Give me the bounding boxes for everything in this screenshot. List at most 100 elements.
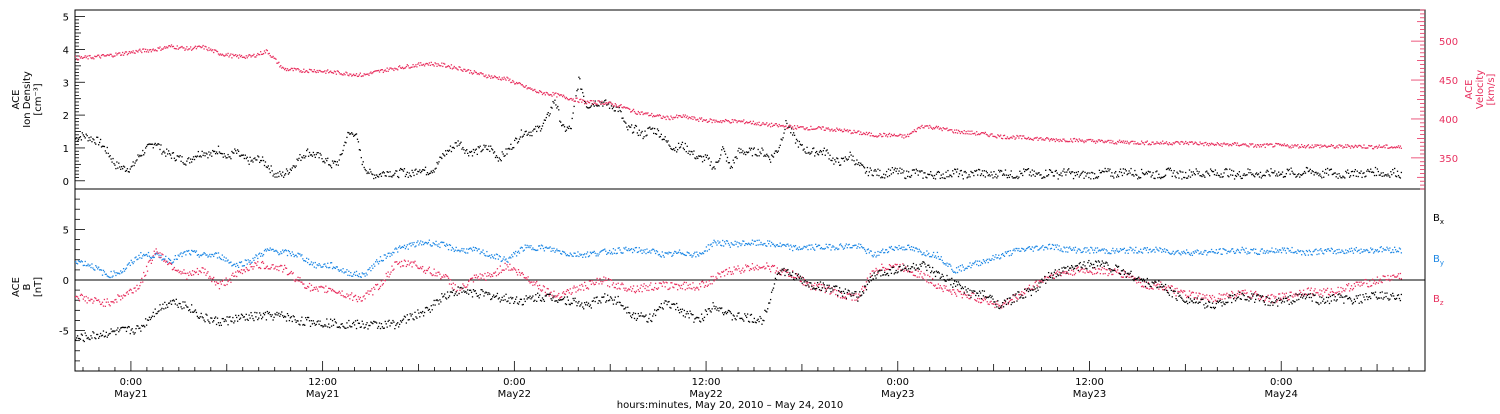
velocity-point xyxy=(638,111,639,112)
velocity-point xyxy=(159,46,160,47)
velocity-point xyxy=(339,72,340,73)
velocity-point xyxy=(298,69,299,70)
by-point xyxy=(132,262,133,263)
velocity-point xyxy=(785,125,786,126)
density-point xyxy=(794,135,795,136)
density-point xyxy=(878,175,879,176)
velocity-point xyxy=(607,103,608,104)
bz-point xyxy=(640,288,641,289)
by-point xyxy=(934,257,935,258)
density-point xyxy=(427,172,428,173)
velocity-point xyxy=(566,97,567,98)
density-point xyxy=(1273,172,1274,173)
bz-point xyxy=(642,291,643,292)
velocity-point xyxy=(904,134,905,135)
density-point xyxy=(551,107,552,108)
velocity-point xyxy=(1196,142,1197,143)
density-point xyxy=(816,151,817,152)
velocity-point xyxy=(513,81,514,82)
velocity-point xyxy=(1377,148,1378,149)
bz-point xyxy=(260,268,261,269)
density-point xyxy=(1062,171,1063,172)
by-point xyxy=(768,243,769,244)
by-point xyxy=(514,253,515,254)
velocity-point xyxy=(229,55,230,56)
by-point xyxy=(364,275,365,276)
x-tick-time: 0:00 xyxy=(887,377,909,388)
by-point xyxy=(179,255,180,256)
bz-point xyxy=(166,261,167,262)
density-point xyxy=(1022,175,1023,176)
density-point xyxy=(420,172,421,173)
density-point xyxy=(193,156,194,157)
density-point xyxy=(468,155,469,156)
bz-point xyxy=(276,269,277,270)
bz-point xyxy=(270,268,271,269)
density-point xyxy=(315,157,316,158)
density-point xyxy=(1378,171,1379,172)
density-point xyxy=(1188,175,1189,176)
velocity-point xyxy=(1363,144,1364,145)
velocity-point xyxy=(196,48,197,49)
density-point xyxy=(229,156,230,157)
bz-point xyxy=(78,298,79,299)
density-point xyxy=(626,126,627,127)
velocity-point xyxy=(1099,139,1100,140)
density-point xyxy=(231,151,232,152)
velocity-point xyxy=(228,56,229,57)
bz-point xyxy=(154,251,155,252)
density-point xyxy=(1192,174,1193,175)
by-point xyxy=(196,250,197,251)
density-point xyxy=(339,159,340,160)
bz-point xyxy=(421,268,422,269)
density-point xyxy=(889,175,890,176)
density-point xyxy=(871,170,872,171)
velocity-point xyxy=(765,124,766,125)
density-point xyxy=(823,150,824,151)
bz-point xyxy=(120,299,121,300)
velocity-point xyxy=(143,48,144,49)
density-point xyxy=(704,160,705,161)
by-point xyxy=(1373,252,1374,253)
bz-point xyxy=(373,287,374,288)
by-point xyxy=(657,251,658,252)
bz-point xyxy=(231,275,232,276)
by-point xyxy=(605,251,606,252)
by-point xyxy=(873,254,874,255)
velocity-point xyxy=(794,125,795,126)
by-point xyxy=(1139,251,1140,252)
bz-point xyxy=(162,254,163,255)
bz-point xyxy=(187,273,188,274)
by-point xyxy=(625,247,626,248)
density-point xyxy=(1009,177,1010,178)
density-point xyxy=(302,157,303,158)
velocity-point xyxy=(942,130,943,131)
by-point xyxy=(634,250,635,251)
bz-point xyxy=(609,286,610,287)
by-point xyxy=(1262,248,1263,249)
by-point xyxy=(707,250,708,251)
velocity-point xyxy=(1274,145,1275,146)
density-point xyxy=(164,152,165,153)
density-point xyxy=(1175,177,1176,178)
density-point xyxy=(1067,169,1068,170)
by-point xyxy=(170,260,171,261)
density-point xyxy=(1359,173,1360,174)
density-point xyxy=(1137,178,1138,179)
by-point xyxy=(413,242,414,243)
by-point xyxy=(301,254,302,255)
velocity-point xyxy=(637,114,638,115)
by-point xyxy=(479,248,480,249)
by-point xyxy=(851,247,852,248)
by-point xyxy=(1105,249,1106,250)
by-point xyxy=(513,252,514,253)
density-point xyxy=(1355,169,1356,170)
velocity-point xyxy=(962,131,963,132)
bz-point xyxy=(577,290,578,291)
velocity-point xyxy=(1037,140,1038,141)
by-point xyxy=(446,243,447,244)
velocity-point xyxy=(592,104,593,105)
velocity-point xyxy=(336,74,337,75)
by-point xyxy=(485,255,486,256)
density-point xyxy=(766,154,767,155)
